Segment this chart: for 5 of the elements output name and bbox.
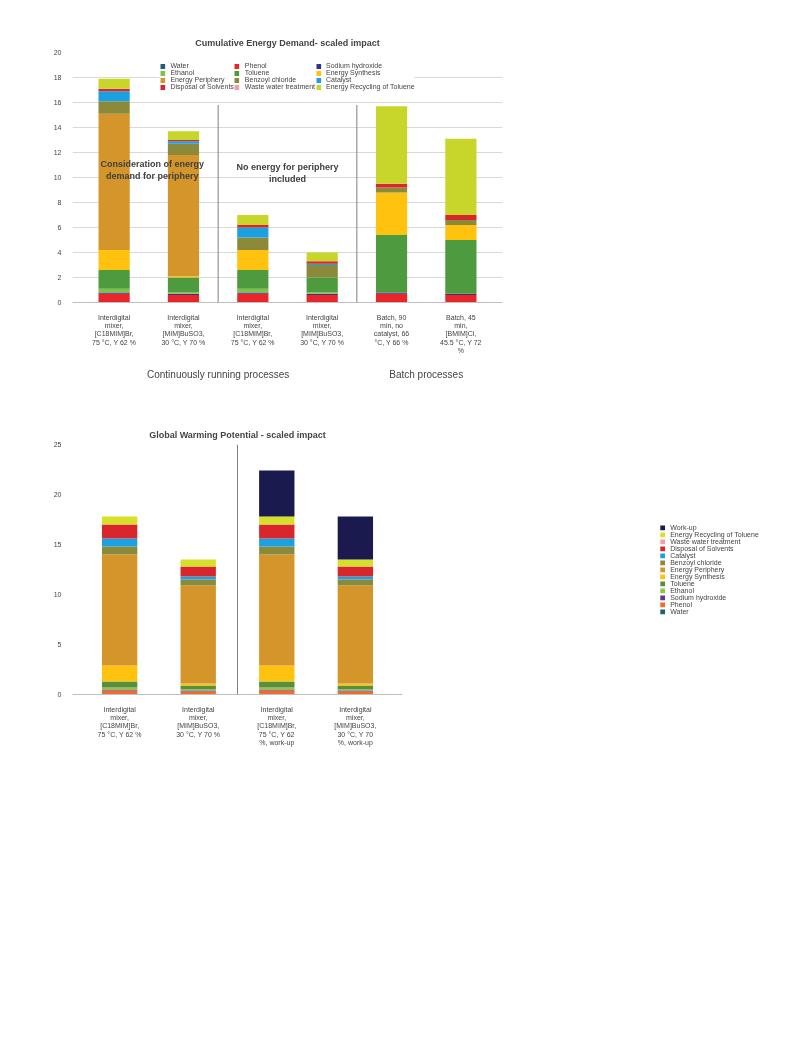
chart-title: Cumulative Energy Demand- scaled impact xyxy=(195,37,380,48)
text: Continuously running processes xyxy=(146,368,290,380)
chart-title: Global Warming Potential - scaled impact xyxy=(149,429,326,440)
annotation: No energy for periphery included xyxy=(236,161,339,184)
text: Batch processes xyxy=(389,368,464,380)
